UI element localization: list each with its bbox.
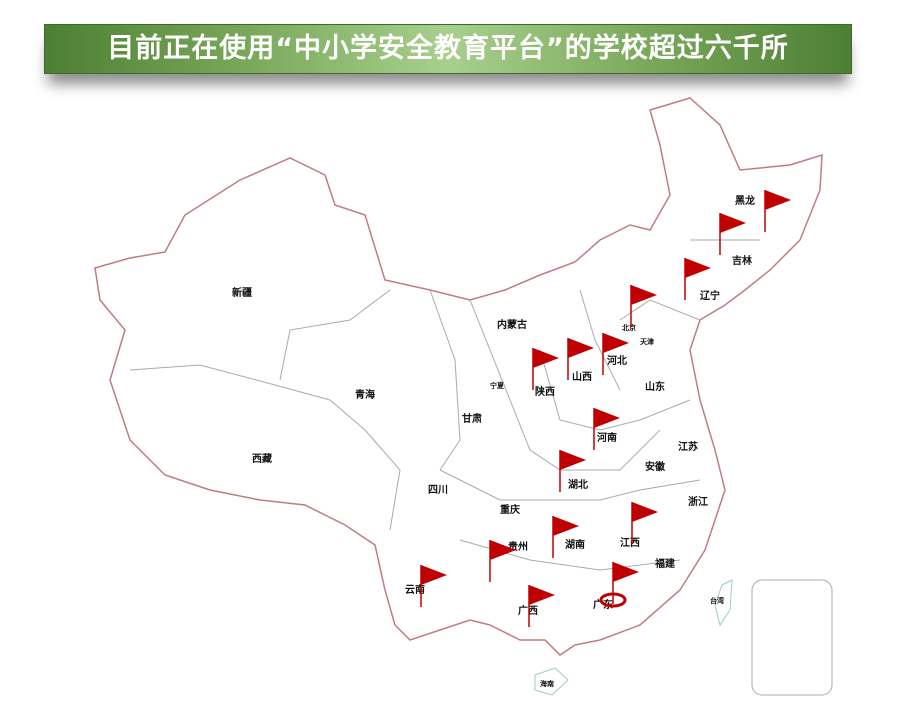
flag-marker[interactable] (631, 502, 658, 544)
hainan-island (534, 667, 569, 696)
province-label: 湖南 (565, 538, 585, 551)
province-label: 福建 (654, 557, 676, 570)
country-outline (94, 97, 823, 656)
flag-icon (631, 285, 657, 305)
province-label: 河北 (607, 354, 627, 367)
province-label: 重庆 (500, 503, 520, 516)
province-label: 青海 (355, 388, 375, 401)
flag-marker[interactable] (684, 258, 711, 300)
province-label: 北京 (622, 323, 636, 332)
flag-marker[interactable] (630, 285, 657, 327)
page-title: 目前正在使用“中小学安全教育平台”的学校超过六千所 (44, 24, 852, 74)
flag-marker[interactable] (559, 450, 586, 492)
flag-icon (594, 408, 620, 428)
flag-icon (765, 190, 791, 210)
province-label: 西藏 (252, 452, 272, 465)
province-label: 广西 (518, 604, 538, 617)
south-china-sea-inset (751, 579, 833, 696)
province-label: 黑龙 (735, 194, 755, 207)
province-label: 四川 (428, 484, 448, 496)
flag-icon (685, 258, 711, 278)
flag-marker[interactable] (719, 213, 746, 255)
province-label: 宁夏 (490, 381, 505, 390)
province-label: 新疆 (232, 286, 252, 299)
flag-marker[interactable] (599, 562, 639, 608)
flag-icon (603, 333, 629, 353)
province-label: 甘肃 (462, 412, 482, 425)
flag-icon (533, 348, 559, 368)
flag-marker[interactable] (528, 585, 555, 627)
flag-marker[interactable] (567, 338, 594, 380)
flag-marker[interactable] (593, 408, 620, 450)
flag-icon (529, 585, 555, 605)
province-borders (129, 239, 760, 571)
taiwan-island (714, 579, 733, 627)
flag-marker[interactable] (552, 516, 579, 558)
province-label: 山东 (645, 380, 665, 393)
province-label: 安徽 (645, 460, 666, 473)
province-label: 云南 (405, 583, 425, 596)
flag-icon (553, 516, 579, 536)
province-label: 吉林 (732, 254, 753, 267)
flag-marker[interactable] (764, 190, 791, 232)
province-label: 天津 (640, 337, 654, 346)
flag-icon (720, 213, 746, 233)
province-label: 陕西 (535, 385, 555, 398)
province-label: 江西 (620, 536, 640, 549)
flag-marker[interactable] (602, 333, 629, 375)
province-label: 辽宁 (700, 289, 720, 302)
flag-marker[interactable] (532, 348, 559, 390)
province-label: 江苏 (678, 440, 698, 453)
province-label: 湖北 (568, 478, 588, 491)
flag-icon (613, 562, 639, 582)
flag-icon (632, 502, 658, 522)
flag-icon (560, 450, 586, 470)
flag-icon (568, 338, 594, 358)
province-label: 台湾 (710, 596, 724, 605)
province-label: 浙江 (688, 495, 708, 508)
flag-icon (490, 540, 516, 560)
flag-marker[interactable] (489, 540, 516, 582)
province-label: 海南 (540, 679, 554, 688)
province-label: 山西 (572, 370, 592, 383)
flag-marker[interactable] (420, 565, 447, 607)
province-label: 内蒙古 (497, 318, 527, 331)
flag-icon (421, 565, 447, 585)
province-label: 河南 (597, 431, 617, 444)
